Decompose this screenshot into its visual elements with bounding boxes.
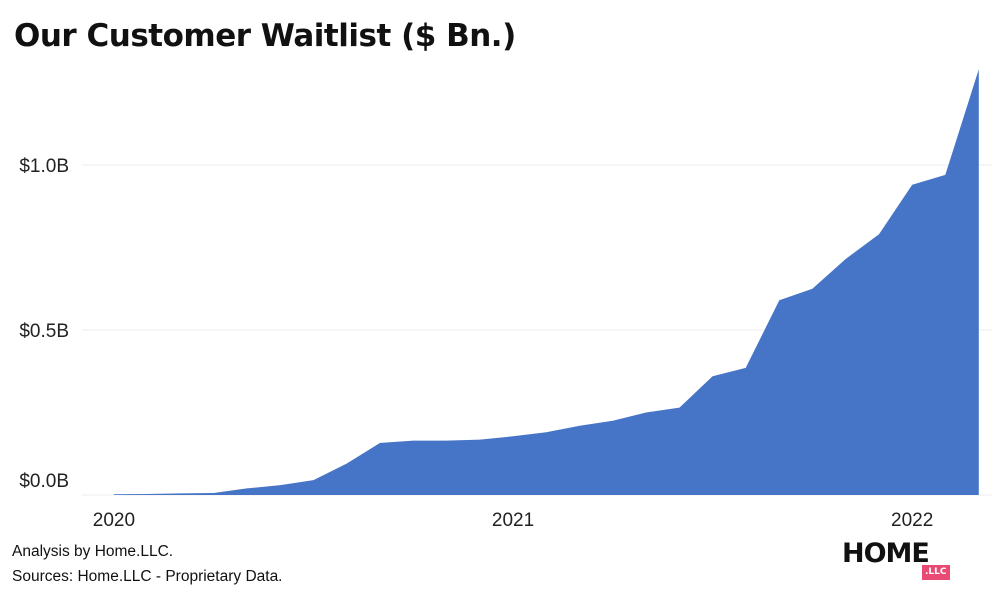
analysis-credit: Analysis by Home.LLC. <box>12 543 174 560</box>
home-llc-logo: HOME .LLC <box>842 538 962 588</box>
y-axis-ticks: $0.0B $0.5B $1.0B <box>19 156 69 492</box>
logo-badge: .LLC <box>922 565 950 580</box>
area-series <box>113 69 979 496</box>
logo-wordmark: HOME <box>842 538 930 569</box>
waitlist-area <box>113 69 979 496</box>
x-tick-label-2: 2022 <box>891 510 933 531</box>
y-tick-label-2: $1.0B <box>19 156 69 177</box>
x-tick-label-1: 2021 <box>492 510 534 531</box>
y-tick-label-0: $0.0B <box>19 471 69 492</box>
chart-title: Our Customer Waitlist ($ Bn.) <box>14 18 516 54</box>
x-tick-label-0: 2020 <box>93 510 135 531</box>
y-tick-label-1: $0.5B <box>19 321 69 342</box>
sources-note: Sources: Home.LLC - Proprietary Data. <box>12 568 283 585</box>
x-axis-ticks: 2020 2021 2022 <box>93 510 934 531</box>
